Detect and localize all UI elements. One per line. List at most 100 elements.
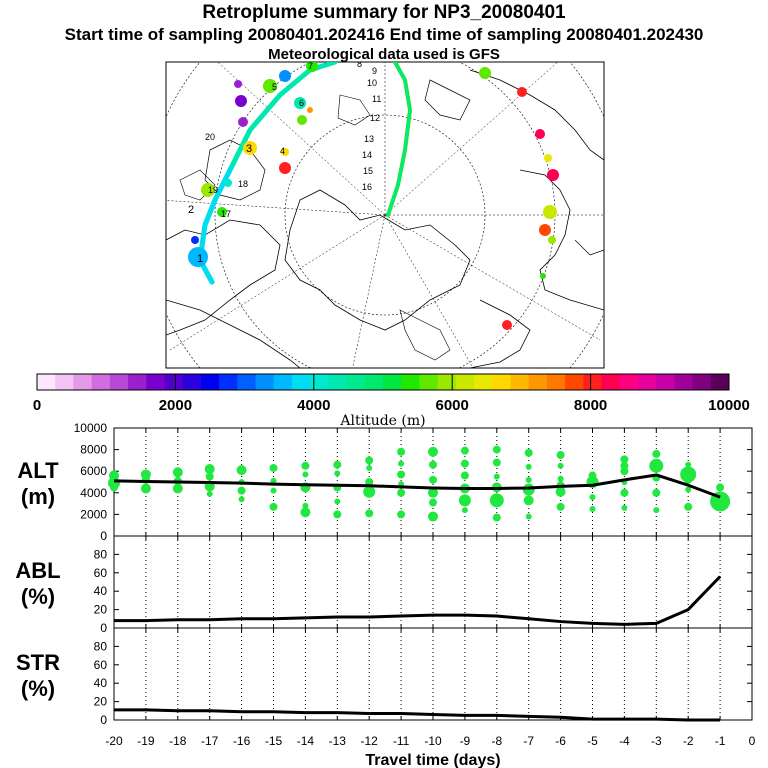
- altitude-scatter-point: [556, 451, 565, 459]
- altitude-scatter-point: [365, 478, 374, 486]
- altitude-scatter-point: [555, 486, 566, 497]
- plume-marker: [281, 148, 289, 156]
- colorbar-swatch: [455, 374, 475, 390]
- colorbar-swatch: [546, 374, 566, 390]
- colorbar-swatch: [219, 374, 238, 390]
- x-tick-label: -10: [424, 734, 442, 748]
- chart-title: Retroplume summary for NP3_20080401: [202, 2, 566, 23]
- altitude-scatter-point: [428, 511, 438, 522]
- colorbar-swatch: [492, 374, 511, 390]
- altitude-scatter-point: [493, 473, 500, 480]
- plume-marker: [547, 169, 559, 181]
- altitude-scatter-point: [366, 464, 373, 471]
- altitude-scatter-point: [460, 459, 469, 468]
- colorbar-swatch: [73, 374, 93, 390]
- altitude-scatter-point: [302, 502, 309, 509]
- altitude-scatter-point: [460, 446, 469, 455]
- altitude-scatter-point: [302, 471, 309, 478]
- colorbar-swatch: [237, 374, 257, 390]
- day-label: 15: [363, 166, 373, 176]
- colorbar-swatch: [273, 374, 293, 390]
- colorbar-swatch: [291, 374, 311, 390]
- plume-marker: [279, 162, 291, 174]
- altitude-scatter-point: [397, 488, 406, 497]
- day-label: 19: [208, 185, 218, 195]
- panel-ylabel: ABL: [15, 558, 60, 583]
- y-tick-label: 40: [94, 584, 108, 598]
- colorbar-swatch: [146, 374, 165, 390]
- altitude-scatter-point: [140, 483, 151, 494]
- panel-alt: 0 2000 4000 6000 8000 10000 ALT(m): [17, 421, 753, 543]
- altitude-scatter-point: [270, 487, 277, 494]
- x-tick-label: -11: [393, 734, 410, 748]
- colorbar-swatch: [364, 374, 384, 390]
- altitude-scatter-point: [237, 486, 246, 495]
- colorbar-swatch: [674, 374, 694, 390]
- colorbar-swatch: [91, 374, 111, 390]
- altitude-scatter-point: [685, 461, 692, 468]
- plume-marker: [535, 129, 545, 139]
- y-tick-label: 40: [94, 676, 108, 690]
- x-tick-label: -6: [555, 734, 566, 748]
- y-tick-label: 80: [94, 639, 108, 653]
- plume-marker: [217, 207, 227, 217]
- x-tick-label: -17: [201, 734, 219, 748]
- plume-marker: [297, 115, 307, 125]
- altitude-scatter-point: [428, 446, 438, 457]
- day-label: 1: [197, 253, 203, 265]
- y-tick-label: 2000: [80, 507, 107, 521]
- altitude-scatter-point: [204, 464, 215, 475]
- altitude-scatter-point: [492, 445, 501, 454]
- day-label: 18: [238, 179, 248, 189]
- colorbar-swatch: [710, 374, 730, 390]
- x-tick-label: -16: [233, 734, 251, 748]
- series-line: [113, 473, 721, 499]
- altitude-scatter-point: [334, 498, 341, 505]
- altitude-scatter-point: [653, 507, 660, 514]
- colorbar-swatch: [128, 374, 147, 390]
- day-label: 16: [362, 182, 372, 192]
- day-label: 13: [364, 134, 374, 144]
- altitude-scatter-point: [684, 475, 693, 484]
- siberia-coast: [469, 69, 604, 161]
- plume-marker: [539, 224, 551, 236]
- colorbar-tick-label: 8000: [574, 397, 607, 414]
- plume-marker: [479, 67, 491, 79]
- colorbar-swatch: [565, 374, 584, 390]
- colorbar-swatch: [637, 374, 657, 390]
- plume-marker: [263, 79, 277, 93]
- day-label: 17: [221, 209, 231, 219]
- y-tick-label: 0: [100, 713, 107, 727]
- colorbar-swatch: [182, 374, 202, 390]
- altitude-scatter-point: [620, 467, 629, 476]
- y-tick-label: 4000: [80, 486, 107, 500]
- panel-ylabel: (%): [21, 584, 55, 609]
- x-tick-label: 0: [749, 734, 756, 748]
- y-tick-label: 8000: [80, 443, 107, 457]
- altitude-scatter-point: [525, 513, 532, 520]
- altitude-scatter-point: [397, 470, 406, 479]
- plume-marker: [243, 141, 257, 155]
- x-tick-label: -5: [587, 734, 598, 748]
- altitude-scatter-point: [620, 455, 629, 464]
- panel-ylabel: STR: [16, 650, 60, 675]
- colorbar-swatch: [583, 374, 603, 390]
- x-tick-label: -18: [169, 734, 187, 748]
- y-tick-label: 20: [94, 695, 108, 709]
- altitude-scatter-point: [492, 513, 501, 522]
- plume-marker: [279, 70, 291, 82]
- altitude-scatter-point: [557, 462, 564, 469]
- x-axis-label: Travel time (days): [365, 752, 500, 768]
- altitude-scatter-point: [684, 502, 693, 511]
- colorbar-swatch: [200, 374, 220, 390]
- altitude-scatter-point: [522, 483, 535, 496]
- altitude-scatter-point: [716, 483, 725, 492]
- day-label: 20: [205, 132, 215, 142]
- x-tick-label: -19: [137, 734, 155, 748]
- x-tick-label: -2: [683, 734, 694, 748]
- y-tick-label: 20: [94, 603, 108, 617]
- plume-marker: [307, 107, 313, 113]
- day-label: 7: [308, 61, 313, 71]
